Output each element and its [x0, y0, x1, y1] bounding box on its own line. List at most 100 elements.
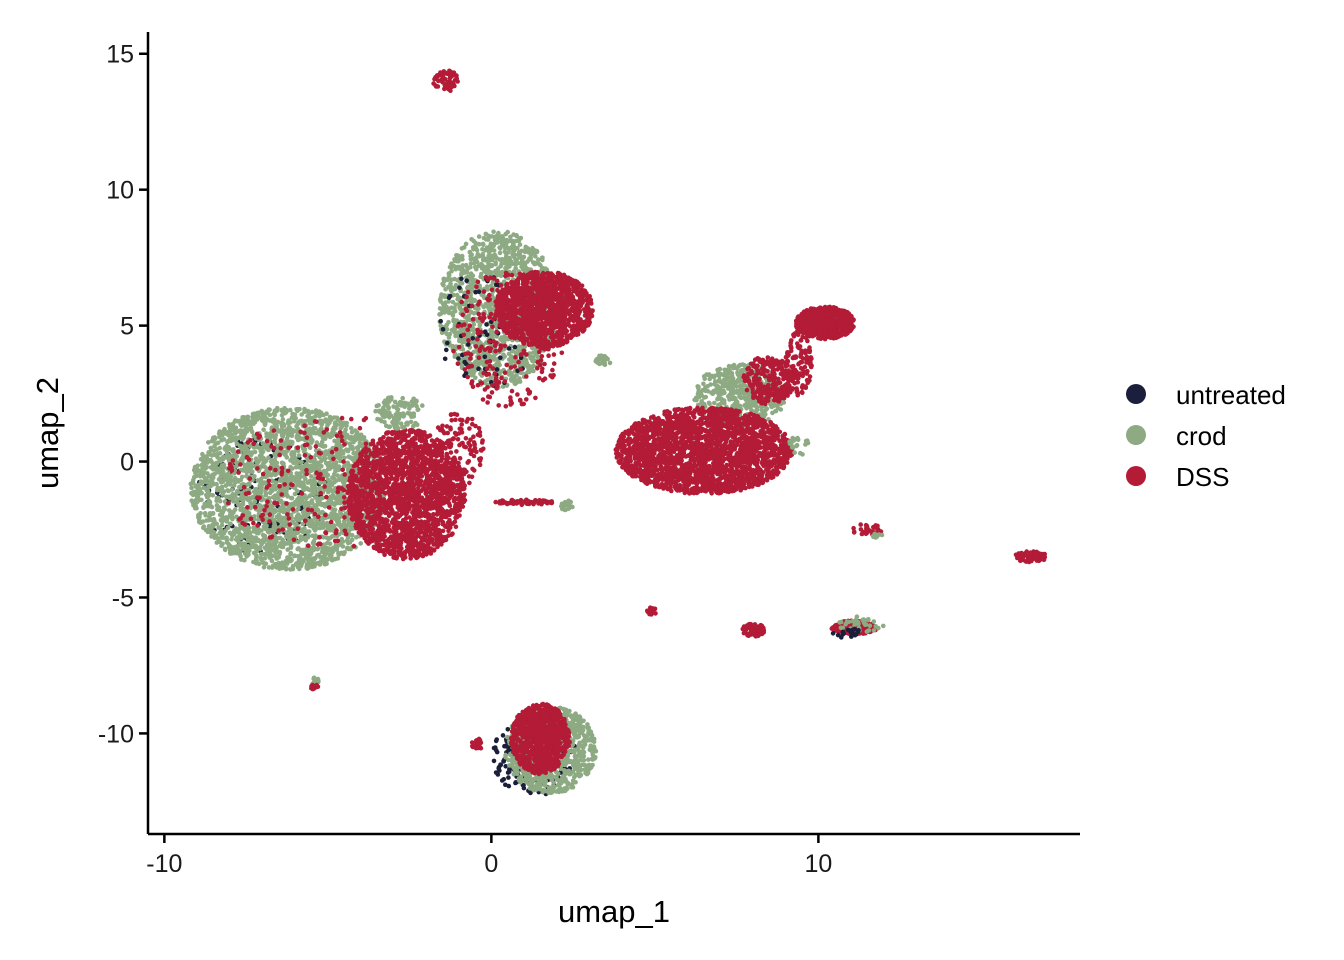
data-point	[414, 497, 420, 503]
data-point	[250, 536, 256, 542]
data-point	[227, 432, 233, 437]
data-point	[322, 548, 327, 554]
data-point	[251, 529, 257, 534]
data-point	[350, 486, 355, 492]
data-point	[305, 507, 311, 512]
data-point	[425, 500, 431, 506]
data-point	[326, 505, 332, 510]
data-point	[348, 470, 354, 475]
data-point	[265, 417, 270, 422]
data-point	[380, 460, 385, 466]
data-point	[397, 492, 403, 497]
data-point	[404, 464, 410, 470]
data-point	[247, 476, 253, 481]
data-point	[252, 449, 258, 455]
data-point	[272, 528, 277, 533]
data-point	[423, 466, 429, 472]
data-point	[399, 511, 405, 517]
data-point	[429, 484, 434, 490]
data-point	[279, 427, 285, 433]
data-point	[289, 482, 294, 487]
data-point	[374, 541, 380, 547]
data-point	[357, 470, 362, 476]
data-point	[199, 462, 205, 468]
data-point	[406, 478, 412, 483]
data-point	[424, 435, 429, 440]
data-point	[454, 508, 459, 514]
data-point	[212, 436, 218, 442]
data-point	[277, 452, 282, 458]
data-point	[267, 412, 273, 418]
data-point	[430, 462, 436, 467]
data-point	[421, 542, 427, 548]
data-point	[288, 550, 294, 556]
data-point	[280, 460, 285, 466]
data-point	[357, 425, 363, 431]
data-point	[258, 555, 264, 561]
data-point	[414, 505, 420, 511]
data-point	[381, 527, 386, 532]
data-point	[349, 437, 354, 442]
data-point	[267, 512, 273, 517]
data-point	[431, 516, 437, 521]
data-point	[266, 530, 272, 535]
data-point	[361, 417, 367, 423]
data-point	[336, 500, 341, 505]
data-point	[217, 445, 222, 451]
data-point	[346, 454, 352, 460]
data-point	[271, 524, 277, 529]
data-point	[330, 475, 335, 480]
data-point	[270, 507, 276, 512]
data-point	[210, 475, 216, 481]
data-point	[237, 443, 243, 449]
data-point	[263, 493, 269, 498]
data-point	[382, 552, 387, 557]
data-point	[302, 442, 308, 448]
data-point	[200, 519, 206, 524]
data-point	[233, 526, 239, 531]
data-point	[215, 503, 220, 509]
data-point	[241, 422, 246, 427]
data-point	[340, 467, 346, 473]
data-point	[348, 523, 354, 529]
data-point	[255, 466, 260, 471]
data-point	[384, 482, 390, 487]
data-point	[372, 467, 378, 472]
data-point	[324, 494, 329, 500]
data-point	[254, 431, 260, 437]
data-point	[335, 440, 341, 445]
data-point	[238, 554, 243, 559]
data-point	[318, 426, 324, 432]
data-point	[408, 488, 414, 494]
data-point	[346, 504, 352, 509]
data-point	[363, 482, 368, 487]
data-point	[272, 543, 278, 548]
data-point	[374, 490, 380, 496]
data-point	[223, 536, 229, 541]
data-point	[279, 472, 284, 477]
data-point	[422, 430, 427, 435]
data-point	[325, 472, 331, 478]
data-point	[360, 449, 366, 455]
data-point	[389, 467, 394, 473]
data-point	[216, 477, 222, 482]
data-point	[251, 550, 257, 556]
data-point	[276, 518, 282, 523]
data-point	[266, 447, 271, 453]
data-point	[425, 474, 431, 480]
data-point	[398, 458, 404, 464]
data-point	[342, 500, 347, 505]
data-point	[413, 441, 418, 447]
data-point	[335, 556, 341, 561]
data-point	[250, 418, 255, 423]
data-point	[287, 476, 293, 481]
data-point	[323, 417, 328, 422]
data-point	[350, 482, 356, 487]
data-point	[226, 481, 232, 487]
data-point	[277, 543, 282, 549]
data-point	[238, 458, 244, 463]
data-point	[379, 542, 384, 548]
data-point	[276, 555, 282, 560]
data-point	[329, 494, 334, 500]
data-point	[371, 475, 376, 481]
